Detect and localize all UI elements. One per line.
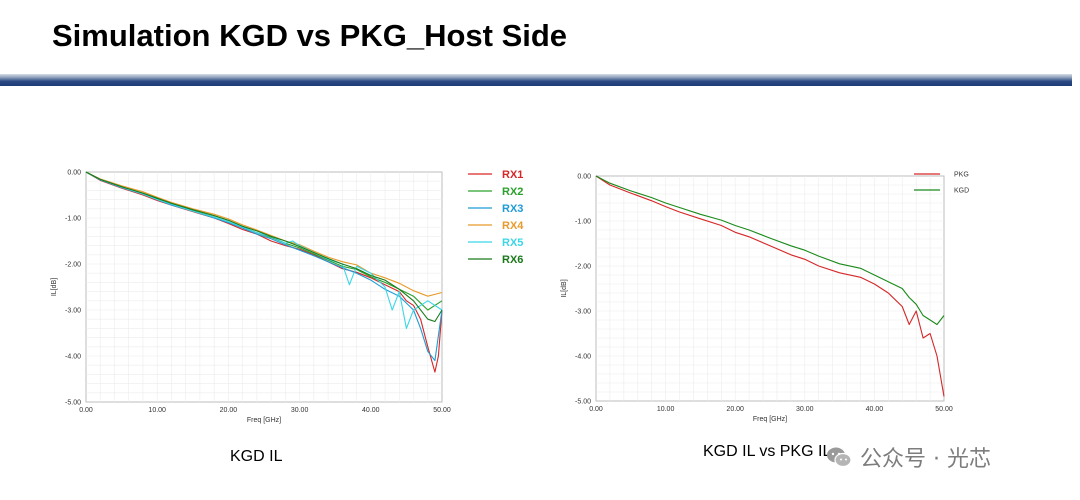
x-tick-label: 40.00 <box>362 407 380 414</box>
slide-title: Simulation KGD vs PKG_Host Side <box>52 18 568 53</box>
y-tick-label: 0.00 <box>67 170 81 177</box>
y-tick-label: -5.00 <box>575 399 591 406</box>
y-tick-label: -1.00 <box>575 219 591 226</box>
x-tick-label: 20.00 <box>726 406 744 413</box>
legend-label-rx2: RX2 <box>502 186 523 198</box>
legend-label-rx6: RX6 <box>502 254 523 266</box>
series-line-rx6 <box>85 171 443 323</box>
x-tick-label: 50.00 <box>935 406 953 413</box>
x-axis-label: Freq [GHz] <box>753 416 787 423</box>
legend-label-kgd: KGD <box>954 187 969 194</box>
watermark: 公众号 · 光芯 <box>826 442 991 472</box>
y-tick-label: -2.00 <box>65 262 81 269</box>
plot-area: 0.00 10.00 20.00 30.00 40.00 50.00 0.00 -1.00 -2… <box>561 174 953 424</box>
plot-frame <box>85 171 443 403</box>
plot-area: 0.00 10.00 20.00 30.00 40.00 50.00 0.00 -1.00 -2… <box>51 170 451 425</box>
watermark-text: 公众号 · 光芯 <box>860 447 991 472</box>
y-tick-label: -1.00 <box>65 216 81 223</box>
legend-label-rx3: RX3 <box>502 203 523 215</box>
legend-label-rx4: RX4 <box>502 220 524 232</box>
y-tick-label: -3.00 <box>65 308 81 315</box>
y-axis-label: IL[dB] <box>561 279 568 297</box>
x-axis-label: Freq [GHz] <box>247 417 281 424</box>
y-tick-label: -4.00 <box>575 354 591 361</box>
y-axis-label: IL[dB] <box>51 278 58 296</box>
y-tick-label: 0.00 <box>577 174 591 181</box>
title-divider <box>0 74 1072 86</box>
x-tick-label: 30.00 <box>796 406 814 413</box>
kgd-vs-pkg-caption: KGD IL vs PKG IL <box>703 443 832 460</box>
kgd-il-caption: KGD IL <box>230 448 283 465</box>
series-line-kgd <box>595 175 945 326</box>
series-line-rx5 <box>85 171 443 329</box>
series-line-pkg <box>595 175 945 397</box>
x-tick-label: 50.00 <box>433 407 451 414</box>
wechat-icon <box>827 447 852 468</box>
kgd-vs-pkg-il-chart: 0.00 10.00 20.00 30.00 40.00 50.00 0.00 -1.00 -2… <box>561 171 969 424</box>
y-tick-label: -2.00 <box>575 264 591 271</box>
plot-frame <box>595 175 945 402</box>
x-tick-label: 20.00 <box>220 407 238 414</box>
legend-label-rx5: RX5 <box>502 237 523 249</box>
x-tick-label: 0.00 <box>589 406 603 413</box>
y-tick-label: -4.00 <box>65 354 81 361</box>
x-tick-label: 10.00 <box>148 407 166 414</box>
y-tick-label: -3.00 <box>575 309 591 316</box>
x-tick-label: 40.00 <box>866 406 884 413</box>
x-tick-label: 0.00 <box>79 407 93 414</box>
legend-label-pkg: PKG <box>954 171 969 178</box>
x-tick-label: 30.00 <box>291 407 309 414</box>
legend-label-rx1: RX1 <box>502 169 523 181</box>
x-tick-label: 10.00 <box>657 406 675 413</box>
y-tick-label: -5.00 <box>65 400 81 407</box>
kgd-il-chart: 0.00 10.00 20.00 30.00 40.00 50.00 0.00 -1.00 -2… <box>51 169 524 425</box>
